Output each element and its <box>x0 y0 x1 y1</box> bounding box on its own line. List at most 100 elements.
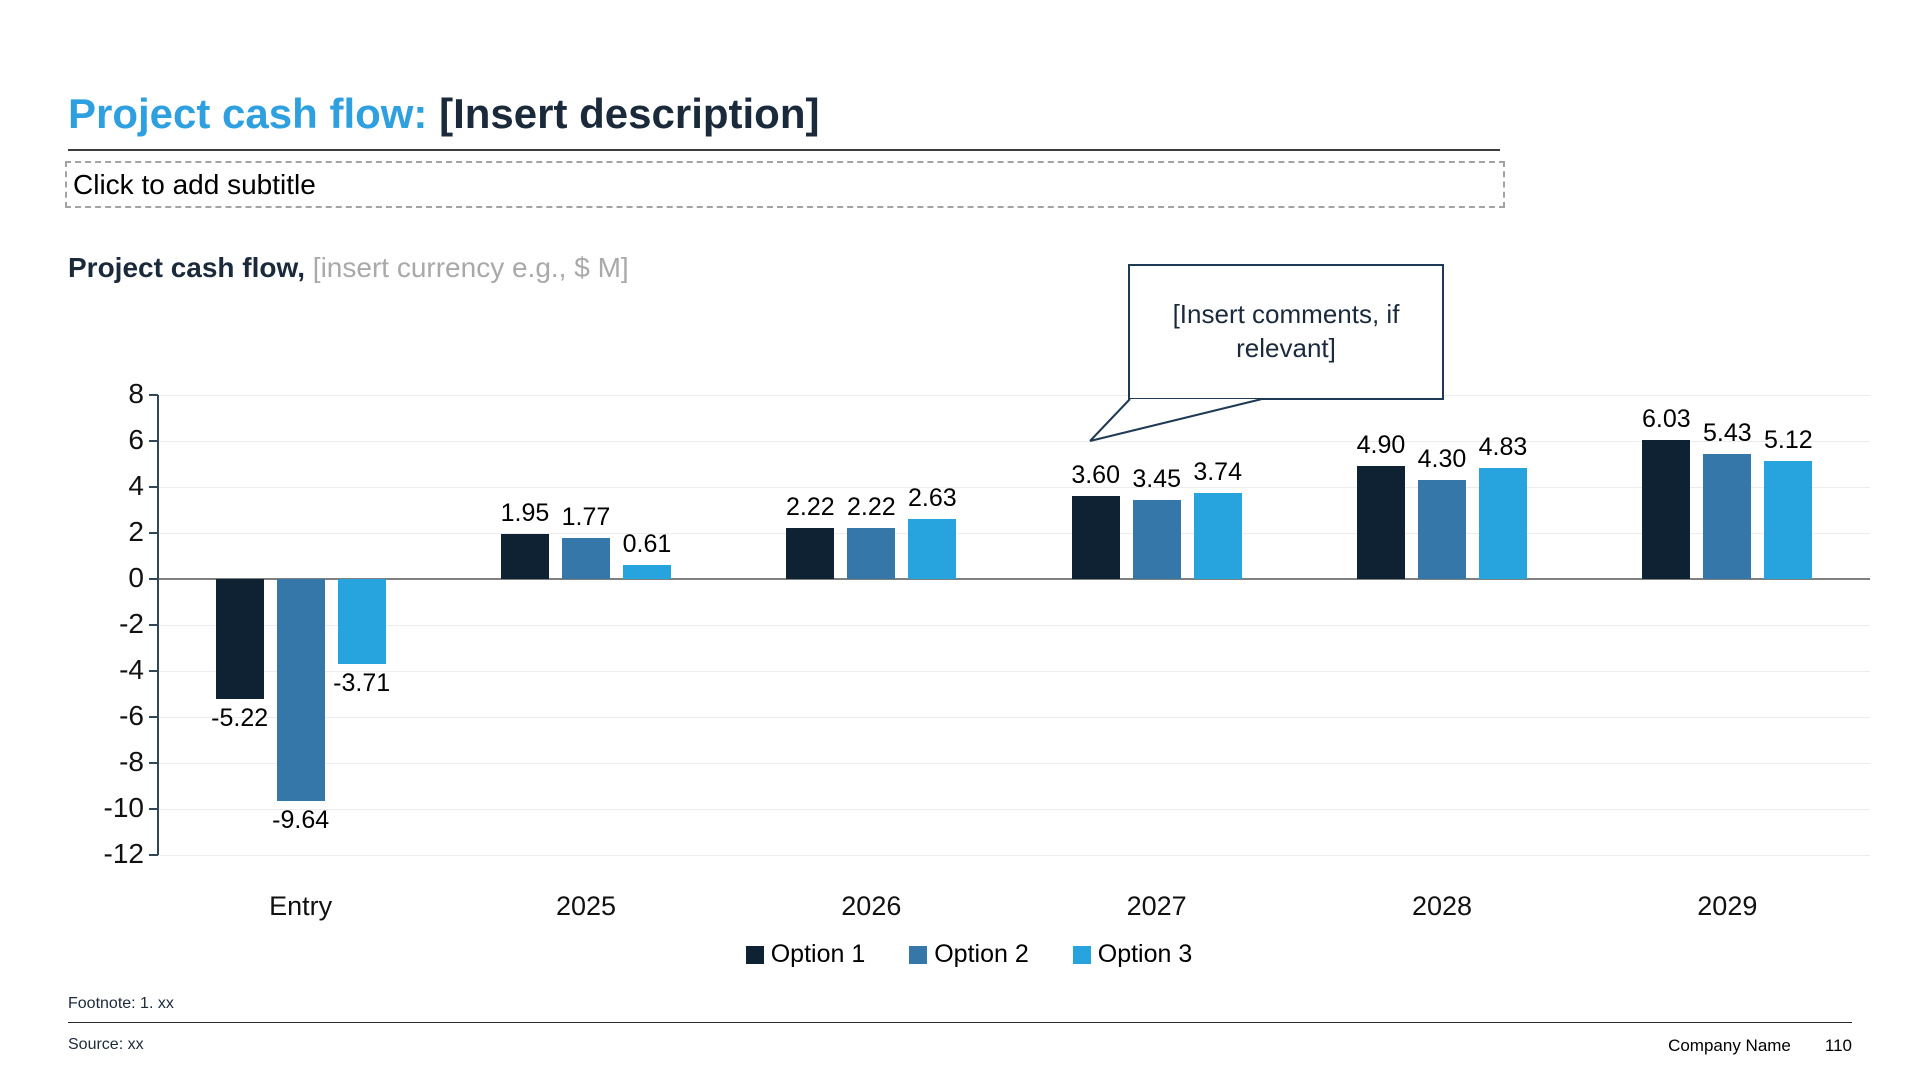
value-label: 5.12 <box>1763 426 1813 455</box>
value-label: 3.60 <box>1071 461 1120 490</box>
value-label: 5.43 <box>1702 419 1752 448</box>
value-label: 3.74 <box>1193 457 1242 486</box>
value-label: 2.22 <box>846 492 896 521</box>
subtitle-placeholder-text: Click to add subtitle <box>73 168 316 200</box>
bar-option-3-2026[interactable] <box>908 518 957 579</box>
category-label: 2029 <box>1697 891 1758 921</box>
value-label: 4.30 <box>1417 445 1467 474</box>
chart-heading-muted: [insert currency e.g., $ M] <box>305 252 629 283</box>
legend-item-option-3[interactable]: Option 3 <box>1072 940 1193 969</box>
bar-option-3-2028[interactable] <box>1479 467 1527 579</box>
y-axis-label: -10 <box>103 792 144 823</box>
y-axis-label: 2 <box>128 516 144 547</box>
y-axis-tick <box>149 624 158 626</box>
y-axis-tick <box>149 578 158 580</box>
page-number: 110 <box>1824 1036 1852 1055</box>
y-axis-label: -12 <box>103 838 144 869</box>
bar-option-1-2026[interactable] <box>786 527 835 579</box>
legend-swatch <box>745 945 764 964</box>
y-axis-label: -2 <box>119 608 144 639</box>
zero-gridline <box>158 578 1870 580</box>
value-label: 4.83 <box>1478 432 1528 461</box>
bar-option-2-2028[interactable] <box>1418 480 1466 579</box>
y-axis-tick <box>149 762 158 764</box>
legend-label: Option 2 <box>934 940 1029 968</box>
gridline <box>158 855 1870 856</box>
bar-option-3-entry[interactable] <box>337 579 386 665</box>
y-axis-tick <box>149 670 158 672</box>
footer-right: Company Name 110 <box>1668 1036 1852 1056</box>
page-title[interactable]: Project cash flow: [Insert description] <box>68 90 819 138</box>
y-axis-label: 6 <box>128 424 144 455</box>
company-name: Company Name <box>1668 1036 1791 1055</box>
comment-callout-text: [Insert comments, if relevant] <box>1172 299 1400 363</box>
comment-callout[interactable]: [Insert comments, if relevant] <box>1128 264 1444 400</box>
y-axis-label: 0 <box>128 562 144 593</box>
bar-option-1-2028[interactable] <box>1357 466 1405 579</box>
value-label: -3.71 <box>333 669 391 698</box>
gridline <box>158 625 1870 626</box>
legend-item-option-2[interactable]: Option 2 <box>909 940 1029 969</box>
chart-heading[interactable]: Project cash flow, [insert currency e.g.… <box>68 252 629 284</box>
gridline <box>158 717 1870 718</box>
value-label: 0.61 <box>622 529 672 558</box>
title-divider <box>68 149 1500 151</box>
value-label: 1.95 <box>500 499 550 528</box>
bar-option-3-2027[interactable] <box>1193 492 1242 579</box>
gridline <box>158 487 1870 488</box>
y-axis-tick <box>149 716 158 718</box>
chart-heading-bold: Project cash flow, <box>68 252 306 283</box>
value-label: 4.90 <box>1356 431 1406 460</box>
value-label: -5.22 <box>211 704 269 733</box>
legend-label: Option 3 <box>1097 940 1193 968</box>
footer-divider <box>68 1022 1852 1023</box>
bar-option-1-2027[interactable] <box>1071 496 1120 579</box>
y-axis-tick <box>149 854 158 856</box>
bar-option-2-2025[interactable] <box>562 538 610 579</box>
category-label: Entry <box>269 891 333 921</box>
bar-option-3-2025[interactable] <box>623 564 671 579</box>
bar-option-2-2026[interactable] <box>847 527 896 579</box>
bar-option-2-2029[interactable] <box>1703 454 1752 579</box>
footnote: Footnote: 1. xx <box>68 995 174 1012</box>
y-axis-tick <box>149 486 158 488</box>
y-axis-tick <box>149 440 158 442</box>
subtitle-placeholder[interactable]: Click to add subtitle <box>65 161 1505 208</box>
bar-option-2-entry[interactable] <box>276 579 325 801</box>
bar-option-1-2025[interactable] <box>501 534 549 579</box>
legend-label: Option 1 <box>770 940 866 968</box>
gridline <box>158 809 1870 810</box>
legend-swatch <box>1072 945 1091 964</box>
category-label: 2026 <box>841 891 902 921</box>
gridline <box>158 395 1870 396</box>
legend-swatch <box>909 945 928 964</box>
bar-option-1-entry[interactable] <box>215 579 264 700</box>
legend-item-option-1[interactable]: Option 1 <box>745 940 866 969</box>
chart-legend: Option 1 Option 2 Option 3 <box>68 940 1870 969</box>
value-label: 3.45 <box>1132 464 1181 493</box>
category-label: 2028 <box>1411 891 1473 921</box>
y-axis-label: -6 <box>119 700 144 731</box>
value-label: -9.64 <box>272 805 330 834</box>
bar-option-1-2029[interactable] <box>1642 440 1691 579</box>
y-axis-label: 8 <box>128 378 144 409</box>
gridline <box>158 763 1870 764</box>
bar-option-3-2029[interactable] <box>1764 461 1813 579</box>
y-axis-line <box>157 395 159 855</box>
y-axis-tick <box>149 394 158 396</box>
value-label: 2.63 <box>907 483 957 512</box>
y-axis-tick <box>149 808 158 810</box>
y-axis-label: 4 <box>128 470 144 501</box>
gridline <box>158 533 1870 534</box>
gridline <box>158 671 1870 672</box>
callout-tail <box>1089 398 1263 442</box>
bar-option-2-2027[interactable] <box>1132 499 1181 579</box>
value-label: 2.22 <box>785 492 835 521</box>
page-title-rest: [Insert description] <box>427 90 820 137</box>
category-label: 2025 <box>555 891 617 921</box>
y-axis-label: -4 <box>119 654 144 685</box>
value-label: 6.03 <box>1641 405 1691 434</box>
category-label: 2027 <box>1126 891 1187 921</box>
y-axis-label: -8 <box>119 746 144 777</box>
